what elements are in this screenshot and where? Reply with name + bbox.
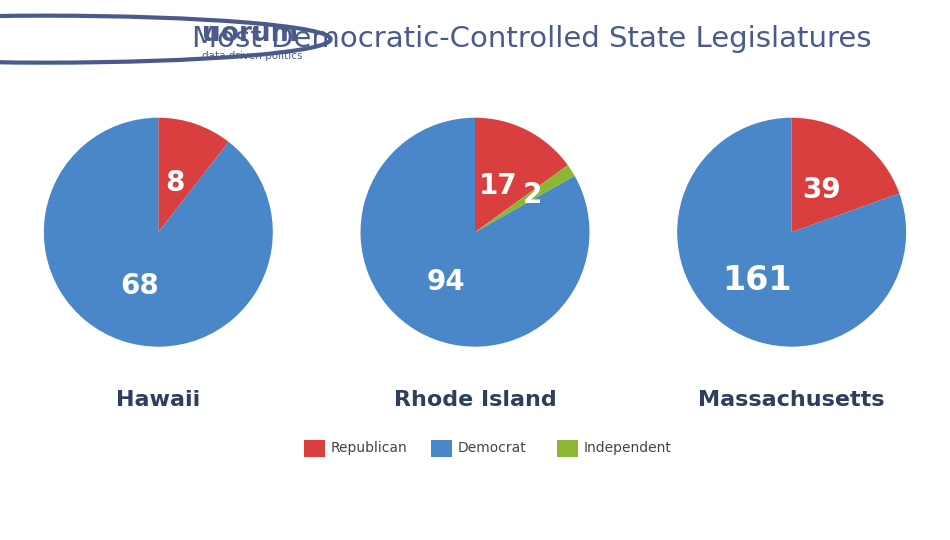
Text: Democrat: Democrat [457, 441, 526, 455]
Text: www.quorum.us: www.quorum.us [19, 508, 120, 521]
Text: Rhode Island: Rhode Island [393, 390, 557, 410]
Wedge shape [475, 165, 575, 232]
Wedge shape [791, 118, 900, 232]
Text: 94: 94 [427, 268, 466, 295]
Text: Most Democratic-Controlled State Legislatures: Most Democratic-Controlled State Legisla… [192, 25, 872, 53]
Text: 161: 161 [723, 265, 792, 298]
Text: facebook.com/datadrivenpolitics: facebook.com/datadrivenpolitics [598, 508, 804, 521]
Text: 68: 68 [121, 272, 159, 300]
FancyBboxPatch shape [304, 440, 325, 456]
Text: Hawaii: Hawaii [116, 390, 200, 410]
Text: data driven politics: data driven politics [202, 51, 303, 62]
Text: 8: 8 [165, 170, 184, 198]
Text: 17: 17 [479, 172, 518, 200]
Text: uorum: uorum [202, 21, 298, 46]
Text: 39: 39 [802, 176, 841, 204]
Wedge shape [159, 118, 229, 232]
Wedge shape [360, 118, 590, 347]
Wedge shape [475, 118, 568, 232]
Text: Republican: Republican [331, 441, 408, 455]
Wedge shape [44, 118, 273, 347]
Text: Independent: Independent [584, 441, 672, 455]
Wedge shape [677, 118, 906, 347]
FancyBboxPatch shape [558, 440, 579, 456]
FancyBboxPatch shape [430, 440, 451, 456]
Text: 2: 2 [523, 181, 542, 209]
Text: @QuorumAnalytics: @QuorumAnalytics [802, 508, 922, 521]
Text: Massachusetts: Massachusetts [698, 390, 884, 410]
